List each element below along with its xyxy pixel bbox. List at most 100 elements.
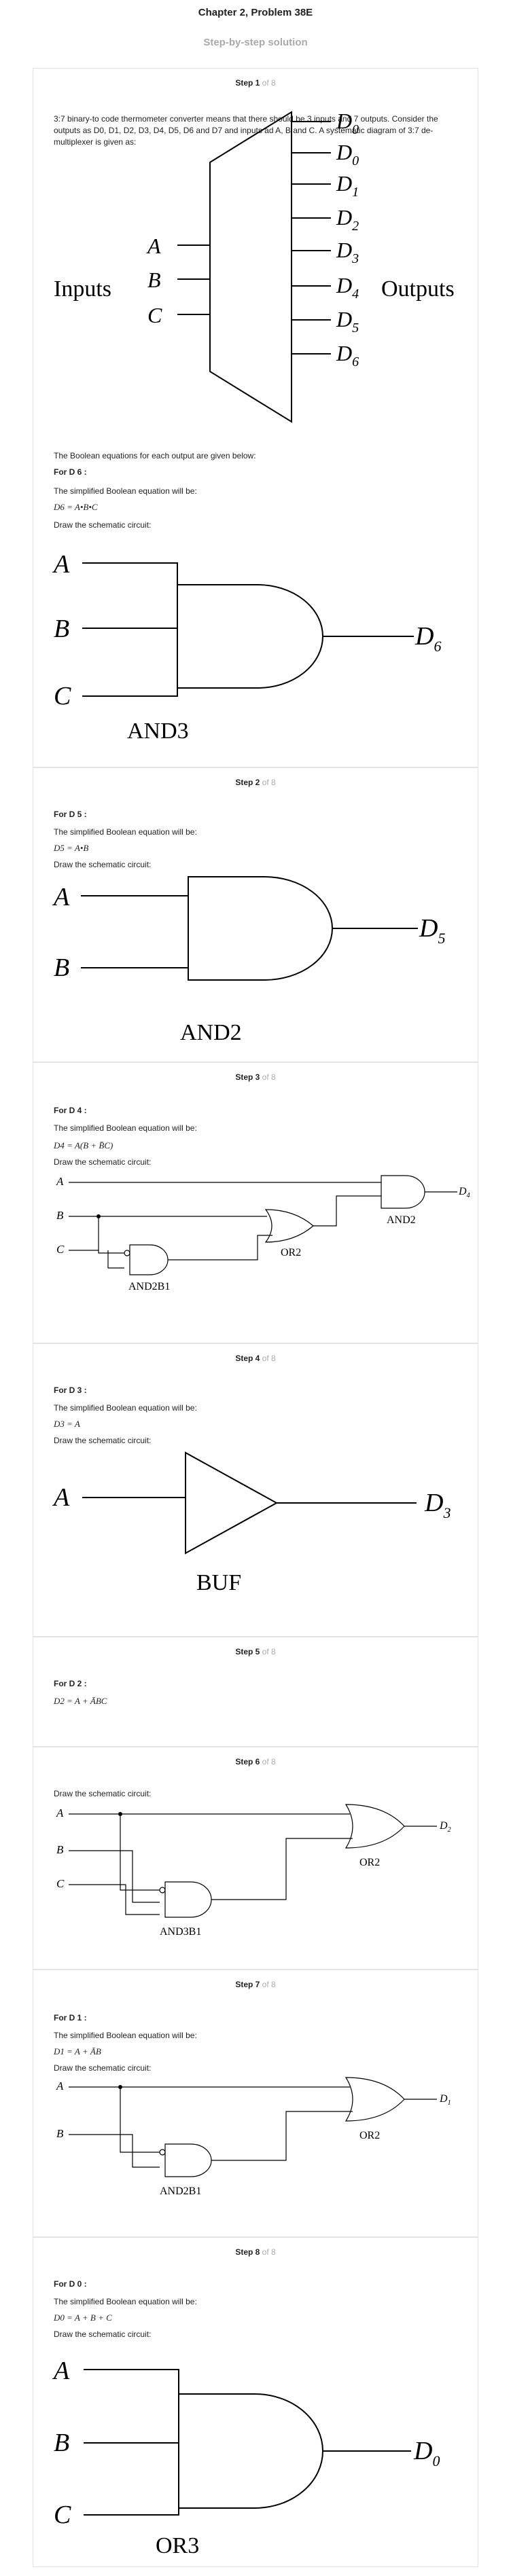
step-card-3: Step 3 of 8 For D 4 : The simplified Boo… [33,1062,478,1343]
gate-name: OR2 [359,1857,380,1868]
output-heading: For D 6 : [54,467,87,477]
input-label-a: A [52,550,70,579]
boolean-equation: D3 = A [54,1419,80,1429]
boolean-intro-text: The Boolean equations for each output ar… [54,451,256,460]
output-heading: For D 5 : [54,810,87,819]
demux-block [209,111,292,423]
output-heading: For D 1 : [54,2013,87,2022]
output-label: D2 [439,1820,451,1834]
simplified-label: The simplified Boolean equation will be: [54,486,197,496]
demux-output-label: D3 [336,238,359,266]
step-card-1: Step 1 of 8 3:7 binary-to code thermomet… [33,68,478,767]
gate-name: AND2B1 [128,1281,170,1292]
and2b1-gate-symbol [164,2143,212,2177]
boolean-equation: D1 = A + ĀB [54,2046,101,2056]
step-card-6: Step 6 of 8 Draw the schematic circuit: … [33,1747,478,1970]
output-label: D0 [413,2437,440,2469]
demux-output-label: D2 [336,205,359,234]
step-card-7: Step 7 of 8 For D 1 : The simplified Boo… [33,1970,478,2237]
output-label: D4 [458,1186,470,1199]
and-gate-symbol [177,584,323,689]
gate-name: OR2 [281,1247,301,1258]
page-header: Chapter 2, Problem 38E Step-by-step solu… [0,0,511,61]
step-title: Step 4 of 8 [235,1354,276,1363]
draw-label: Draw the schematic circuit: [54,860,152,869]
demux-output-label: D4 [336,273,359,302]
step-title: Step 7 of 8 [235,1980,276,1989]
input-label-c: C [54,2501,71,2529]
simplified-label: The simplified Boolean equation will be: [54,2297,197,2306]
or3-circuit: A B C D0 OR3 [52,2357,440,2558]
step-title: Step 2 of 8 [235,778,276,787]
and2-circuit: A B D5 AND2 [52,876,445,1045]
demux-output-label: D5 [336,307,359,335]
demux-input-a: A [146,234,161,258]
draw-label: Draw the schematic circuit: [54,2329,152,2339]
input-label-b: B [56,1209,64,1222]
input-label-a: A [56,1175,64,1188]
and3b1-gate-symbol [164,1881,212,1918]
d4-circuit: A B C D4 AND2 OR2 AND2B1 [56,1175,470,1292]
or2-gate-symbol [264,1209,314,1243]
input-label-c: C [54,682,71,710]
output-heading: For D 4 : [54,1106,87,1115]
output-label: D3 [424,1489,451,1521]
draw-label: Draw the schematic circuit: [54,1157,152,1167]
input-label-b: B [56,2127,64,2140]
draw-label: Draw the schematic circuit: [54,1436,152,1445]
output-heading: For D 3 : [54,1385,87,1395]
demux-output-label: D1 [336,171,359,200]
step-card-5: Step 5 of 8 For D 2 : D2 = A + ĀBC [33,1637,478,1747]
output-heading: For D 0 : [54,2279,87,2289]
boolean-equation: D5 = A•B [54,843,89,853]
input-label-a: A [52,2357,70,2385]
and2b1-gate-symbol [129,1244,169,1275]
input-label-b: B [56,1843,64,1856]
gate-name: AND2 [387,1214,416,1226]
input-label-a: A [56,1807,64,1819]
page-subtitle: Step-by-step solution [203,37,308,48]
simplified-label: The simplified Boolean equation will be: [54,2031,197,2040]
input-label-a: A [56,2080,64,2092]
buffer-gate-symbol [185,1451,279,1555]
step-card-4: Step 4 of 8 For D 3 : The simplified Boo… [33,1343,478,1637]
input-label-a: A [52,1483,70,1512]
gate-name: OR3 [156,2533,199,2558]
or2-gate-symbol [345,2077,405,2122]
buffer-circuit: A D3 BUF [52,1451,451,1595]
simplified-label: The simplified Boolean equation will be: [54,1403,197,1413]
demux-output-label: D0 [336,109,359,137]
input-label-c: C [56,1877,65,1890]
demux-outputs: D0 D0 D1 D2 D3 D4 D5 D6 [292,109,359,369]
draw-label: Draw the schematic circuit: [54,1789,152,1798]
gate-name: OR2 [359,2130,380,2141]
step-title: Step 5 of 8 [235,1647,276,1656]
demux-input-b: B [147,268,161,292]
output-label: D6 [415,622,441,655]
input-label-c: C [56,1243,65,1256]
output-label: D5 [419,914,445,947]
gate-name: AND2 [180,1020,242,1045]
step-card-8: Step 8 of 8 For D 0 : The simplified Boo… [33,2237,478,2567]
boolean-equation: D0 = A + B + C [54,2312,112,2323]
or2-gate-symbol [345,1804,405,1849]
input-label-a: A [52,883,70,911]
demux-diagram: Inputs Outputs A B C D0 D0 D1 D2 D3 D4 D… [54,109,455,423]
and-gate-symbol [188,876,333,981]
simplified-label: The simplified Boolean equation will be: [54,1123,197,1133]
gate-name: AND3B1 [160,1926,201,1938]
input-label-b: B [54,954,69,982]
step-card-2: Step 2 of 8 For D 5 : The simplified Boo… [33,767,478,1062]
d2-circuit: A B C D2 OR2 AND3B1 [56,1804,451,1938]
step-title: Step 8 of 8 [235,2247,276,2257]
demux-outputs-label: Outputs [381,276,455,302]
gate-name: BUF [196,1570,241,1595]
or-gate-symbol [178,2393,323,2509]
gate-name: AND3 [127,719,189,744]
demux-inputs-label: Inputs [54,276,111,302]
and2-gate-symbol [381,1175,425,1209]
input-label-b: B [54,615,69,643]
demux-output-label: D0 [336,140,359,168]
page-title: Chapter 2, Problem 38E [198,7,313,18]
demux-input-c: C [147,303,162,327]
